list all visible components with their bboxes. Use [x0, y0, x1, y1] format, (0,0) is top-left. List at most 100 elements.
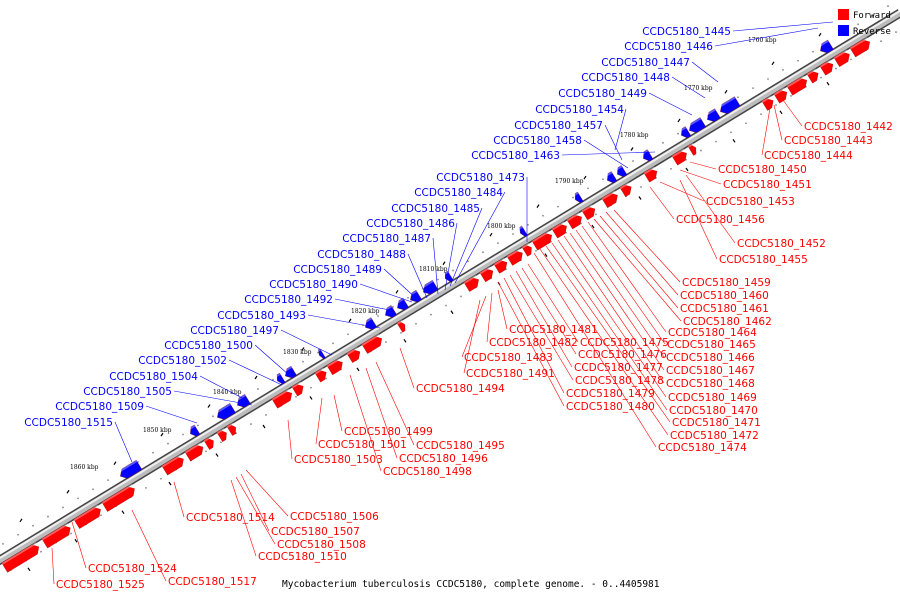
kbp-tick-label: 1800 kbp — [487, 223, 516, 230]
forward-gene — [203, 436, 214, 450]
gene-highlight — [396, 319, 403, 325]
forward-gene-label-leader — [605, 211, 679, 296]
forward-gene-label-leader — [599, 215, 679, 309]
forward-gene-label: CCDC5180_1451 — [723, 179, 812, 191]
gene-arrow — [463, 277, 479, 292]
tick-dot — [295, 395, 297, 398]
position-mark — [544, 253, 548, 257]
forward-gene-label: CCDC5180_1481 — [509, 324, 598, 336]
forward-gene-label: CCDC5180_1471 — [672, 417, 761, 429]
gene-arrow — [493, 260, 508, 274]
reverse-gene-label: CCDC5180_1486 — [366, 218, 455, 230]
tick-dot — [430, 313, 432, 316]
gene-highlight — [362, 317, 373, 325]
gene-arrow — [506, 250, 523, 266]
tick-dot — [100, 514, 102, 517]
forward-gene-label: CCDC5180_1499 — [344, 426, 433, 438]
gene-highlight — [806, 68, 817, 76]
kbp-ticks: 1760 kbp 1770 kbp 1780 kbp 1790 kbp 1800 kbp… — [70, 37, 777, 471]
tick-dot — [572, 196, 574, 199]
position-mark — [215, 453, 219, 457]
tick-dot — [385, 341, 387, 343]
reverse-gene-label-leader — [732, 21, 834, 32]
forward-gene-label: CCDC5180_1459 — [682, 277, 771, 289]
position-mark — [356, 367, 360, 372]
reverse-gene-label: CCDC5180_1497 — [190, 325, 279, 337]
position-mark — [309, 396, 313, 400]
gene-arrow — [120, 459, 143, 479]
reverse-gene-label-leader — [604, 124, 623, 161]
gene-arrow — [161, 456, 184, 476]
gene-highlight — [817, 39, 829, 48]
forward-gene-label: CCDC5180_1524 — [88, 563, 177, 575]
reverse-gene-label-leader — [671, 76, 706, 99]
forward-gene — [314, 367, 327, 383]
forward-gene-label-leader — [521, 267, 577, 355]
position-mark — [74, 538, 78, 543]
tick-dot — [467, 260, 469, 263]
forward-gene-label: CCDC5180_1476 — [578, 349, 667, 361]
forward-gene-label: CCDC5180_1494 — [416, 383, 505, 395]
forward-gene — [819, 59, 834, 76]
reverse-gene-label-leader — [145, 405, 198, 424]
position-mark — [638, 196, 642, 200]
forward-gene-label-leader — [551, 242, 668, 411]
forward-gene-label-leader — [509, 274, 574, 381]
gene-highlight — [833, 49, 848, 60]
forward-gene-label-leader — [235, 476, 276, 545]
reverse-gene-label: CCDC5180_1489 — [293, 264, 382, 276]
tick-dot — [790, 94, 792, 97]
forward-gene — [531, 230, 552, 251]
tick-dot — [602, 178, 604, 181]
tick-dot — [662, 141, 664, 144]
gene-highlight — [517, 225, 523, 231]
reverse-gene — [717, 96, 741, 114]
forward-gene-label-leader — [575, 229, 665, 358]
kbp-tick-label: 1860 kbp — [70, 464, 99, 471]
forward-gene-label: CCDC5180_1478 — [575, 375, 664, 387]
gene-arrow — [707, 108, 721, 122]
forward-gene-label: CCDC5180_1503 — [294, 454, 383, 466]
forward-gene-label-leader — [245, 469, 289, 517]
gene-arrow — [1, 544, 40, 573]
gene-arrow — [271, 390, 292, 409]
gene-highlight — [551, 221, 565, 231]
tick-dot — [377, 315, 379, 317]
gene-arrow — [226, 424, 236, 436]
reverse-gene-label: CCDC5180_1488 — [317, 249, 406, 261]
tick-dot — [212, 415, 214, 418]
forward-gene-label: CCDC5180_1501 — [318, 439, 407, 451]
reverse-gene-label-leader — [691, 61, 719, 83]
gene-arrow — [551, 223, 567, 239]
gene-highlight — [614, 165, 623, 172]
reverse-gene-label: CCDC5180_1445 — [642, 26, 731, 38]
tick-dot — [632, 160, 634, 162]
gene-arrow — [833, 51, 850, 67]
reverse-gene-label: CCDC5180_1505 — [83, 386, 172, 398]
gene-highlight — [581, 204, 594, 213]
gene-arrow — [190, 424, 201, 437]
position-mark — [685, 167, 689, 172]
forward-gene-label: CCDC5180_1508 — [277, 539, 366, 551]
forward-gene-label: CCDC5180_1514 — [186, 512, 275, 524]
gene-arrow — [773, 89, 788, 104]
tick-dot — [797, 59, 799, 62]
tick-dot — [700, 149, 702, 152]
gene-arrow — [410, 289, 422, 303]
forward-gene-label-leader — [375, 361, 415, 446]
tick-dot — [737, 96, 739, 99]
forward-gene — [493, 257, 508, 274]
kbp-tick-label: 1840 kbp — [213, 389, 242, 396]
reverse-gene-label: CCDC5180_1490 — [269, 279, 358, 291]
reverse-gene-label-leader — [359, 283, 413, 303]
forward-gene-label-leader — [463, 299, 481, 374]
forward-gene-label-leader — [613, 209, 681, 283]
position-mark — [732, 139, 736, 143]
gene-arrow — [806, 70, 819, 84]
tick-dot — [160, 477, 162, 480]
tick-dot — [437, 278, 439, 281]
gene-highlight — [1, 542, 38, 565]
gene-arrow — [291, 383, 304, 397]
reverse-gene — [614, 165, 628, 178]
forward-gene — [506, 248, 523, 266]
